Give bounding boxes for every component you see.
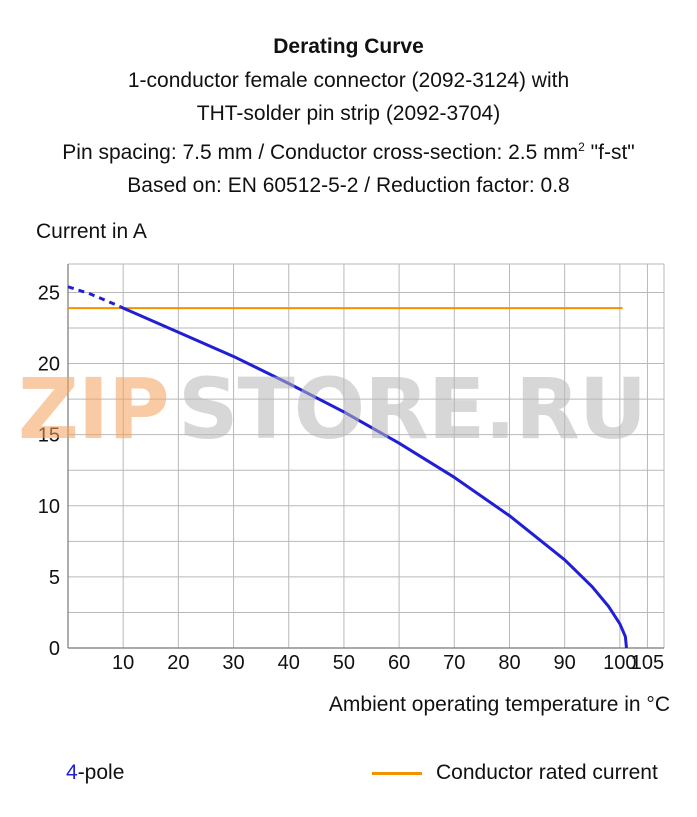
x-tick-label-10: 10	[112, 652, 134, 674]
x-axis-label: Ambient operating temperature in °C	[328, 693, 670, 716]
legend-series-4-pole: 4-pole	[66, 761, 124, 785]
legend-rated-current: Conductor rated current	[372, 761, 658, 785]
legend-pole-suffix: -pole	[77, 761, 125, 784]
y-tick-label-25: 25	[38, 282, 60, 304]
title-block: Derating Curve 1-conductor female connec…	[0, 30, 697, 203]
x-tick-label-105: 105	[631, 652, 664, 674]
x-tick-label-40: 40	[278, 652, 300, 674]
derating-curve-dashed	[67, 285, 122, 309]
y-tick-label-15: 15	[38, 425, 60, 447]
x-tick-label-70: 70	[443, 652, 465, 674]
superscript-2: 2	[578, 139, 585, 154]
chart-subtitle-2: THT-solder pin strip (2092-3704)	[196, 102, 501, 125]
derating-curve-4-pole	[119, 305, 628, 649]
y-tick-label-20: 20	[38, 354, 60, 376]
y-tick-label-0: 0	[49, 638, 60, 660]
x-tick-label-50: 50	[333, 652, 355, 674]
chart-title: Derating Curve	[273, 35, 424, 58]
legend-pole-number: 4	[66, 761, 78, 784]
y-tick-label-5: 5	[49, 567, 60, 589]
x-tick-label-20: 20	[167, 652, 189, 674]
y-axis-label: Current in A	[36, 220, 147, 243]
chart-subtitle-4: Based on: EN 60512-5-2 / Reduction facto…	[127, 174, 570, 197]
x-tick-label-30: 30	[222, 652, 244, 674]
x-tick-label-90: 90	[554, 652, 576, 674]
x-tick-label-60: 60	[388, 652, 410, 674]
x-tick-label-100: 100	[603, 652, 636, 674]
chart-subtitle-3: Pin spacing: 7.5 mm / Conductor cross-se…	[0, 131, 697, 170]
legend-rated-label: Conductor rated current	[436, 761, 658, 784]
y-tick-label-10: 10	[38, 496, 60, 518]
subtitle-3-main: Pin spacing: 7.5 mm / Conductor cross-se…	[62, 140, 579, 164]
x-tick-label-80: 80	[498, 652, 520, 674]
legend-rated-swatch	[372, 771, 422, 775]
chart-subtitle-1: 1-conductor female connector (2092-3124)…	[127, 68, 570, 92]
subtitle-3-tail: "f-st"	[584, 140, 635, 164]
